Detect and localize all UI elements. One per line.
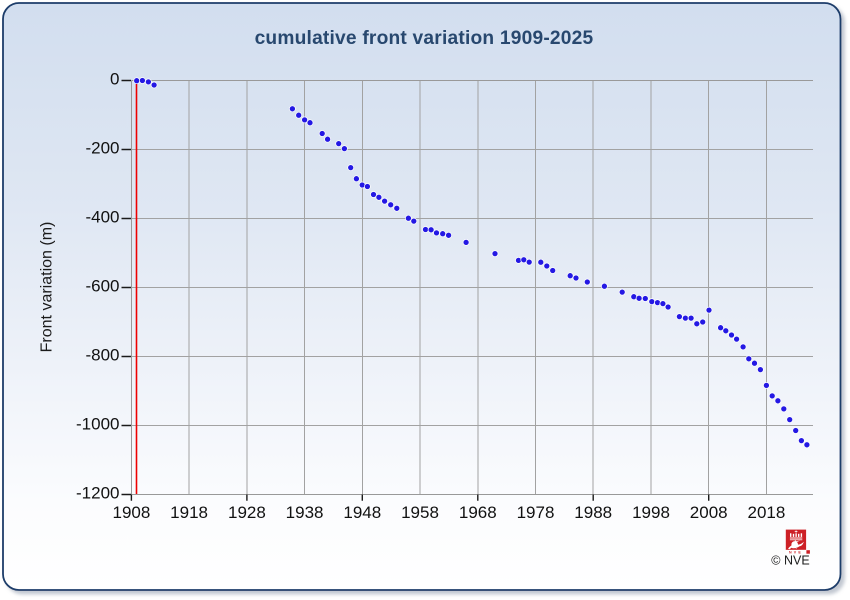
svg-text:1988: 1988 [574, 503, 612, 522]
svg-text:0: 0 [110, 70, 119, 89]
svg-text:1928: 1928 [228, 503, 266, 522]
svg-text:1958: 1958 [401, 503, 439, 522]
svg-text:Front variation (m): Front variation (m) [39, 222, 56, 353]
svg-text:2008: 2008 [690, 503, 728, 522]
svg-text:© NVE: © NVE [771, 554, 809, 568]
svg-text:1998: 1998 [632, 503, 670, 522]
svg-text:1908: 1908 [112, 503, 150, 522]
svg-text:1968: 1968 [459, 503, 497, 522]
svg-text:2018: 2018 [747, 503, 785, 522]
svg-text:-400: -400 [85, 208, 119, 227]
svg-text:cumulative front variation 190: cumulative front variation 1909-2025 [255, 28, 594, 49]
svg-text:-1200: -1200 [76, 484, 119, 503]
svg-text:1978: 1978 [517, 503, 555, 522]
svg-text:-600: -600 [85, 277, 119, 296]
svg-text:-200: -200 [85, 139, 119, 158]
svg-text:1918: 1918 [170, 503, 208, 522]
svg-text:1938: 1938 [286, 503, 324, 522]
svg-text:1948: 1948 [343, 503, 381, 522]
svg-text:-800: -800 [85, 346, 119, 365]
svg-text:NVE: NVE [789, 551, 803, 555]
svg-text:-1000: -1000 [76, 415, 119, 434]
